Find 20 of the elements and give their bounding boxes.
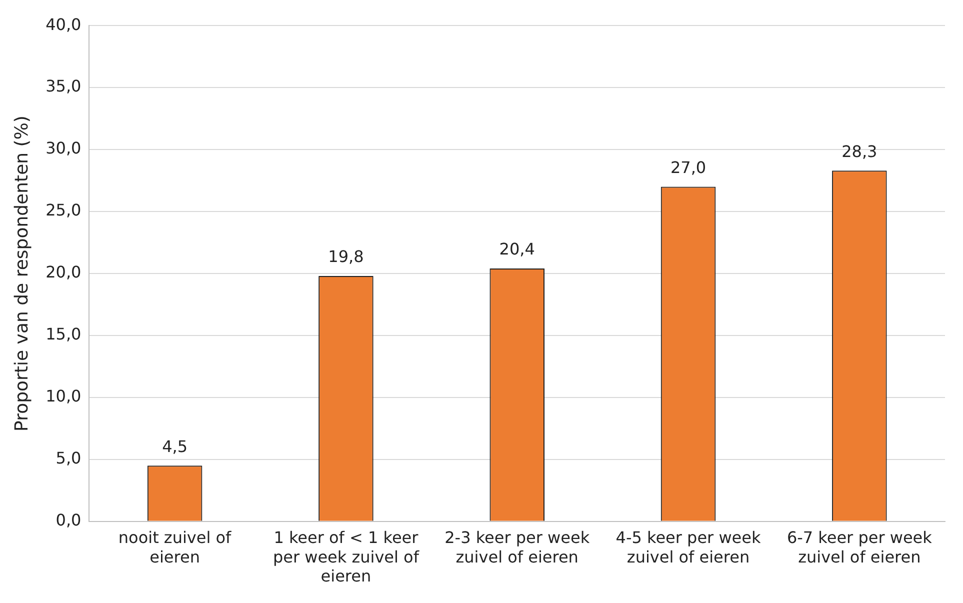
data-label: 27,0 (670, 158, 706, 177)
y-tick-label: 25,0 (46, 200, 82, 220)
y-tick-label: 40,0 (46, 14, 82, 34)
x-tick-label: 6-7 keer per week zuivel of eieren (786, 528, 933, 566)
y-tick-label: 15,0 (46, 324, 82, 344)
data-label: 20,4 (499, 240, 535, 259)
data-label: 28,3 (842, 142, 878, 161)
y-tick-label: 10,0 (46, 386, 82, 406)
x-tick-label: 2-3 keer per week zuivel of eieren (444, 528, 590, 566)
y-tick-label: 0,0 (56, 510, 82, 530)
data-label: 4,5 (162, 436, 188, 456)
y-axis-title: Proportie van de respondenten (%) (11, 116, 32, 432)
x-tick-label: 4-5 keer per week zuivel of eieren (616, 528, 762, 566)
x-tick-label: nooit zuivel of eieren (118, 528, 232, 566)
y-tick-label: 35,0 (46, 76, 82, 96)
y-tick-label: 20,0 (46, 262, 82, 282)
x-tick-label: 1 keer of < 1 keer per week zuivel of eieren (272, 528, 420, 586)
data-label: 19,8 (328, 247, 364, 266)
y-tick-label: 30,0 (46, 138, 82, 158)
y-tick-label: 5,0 (56, 448, 82, 468)
